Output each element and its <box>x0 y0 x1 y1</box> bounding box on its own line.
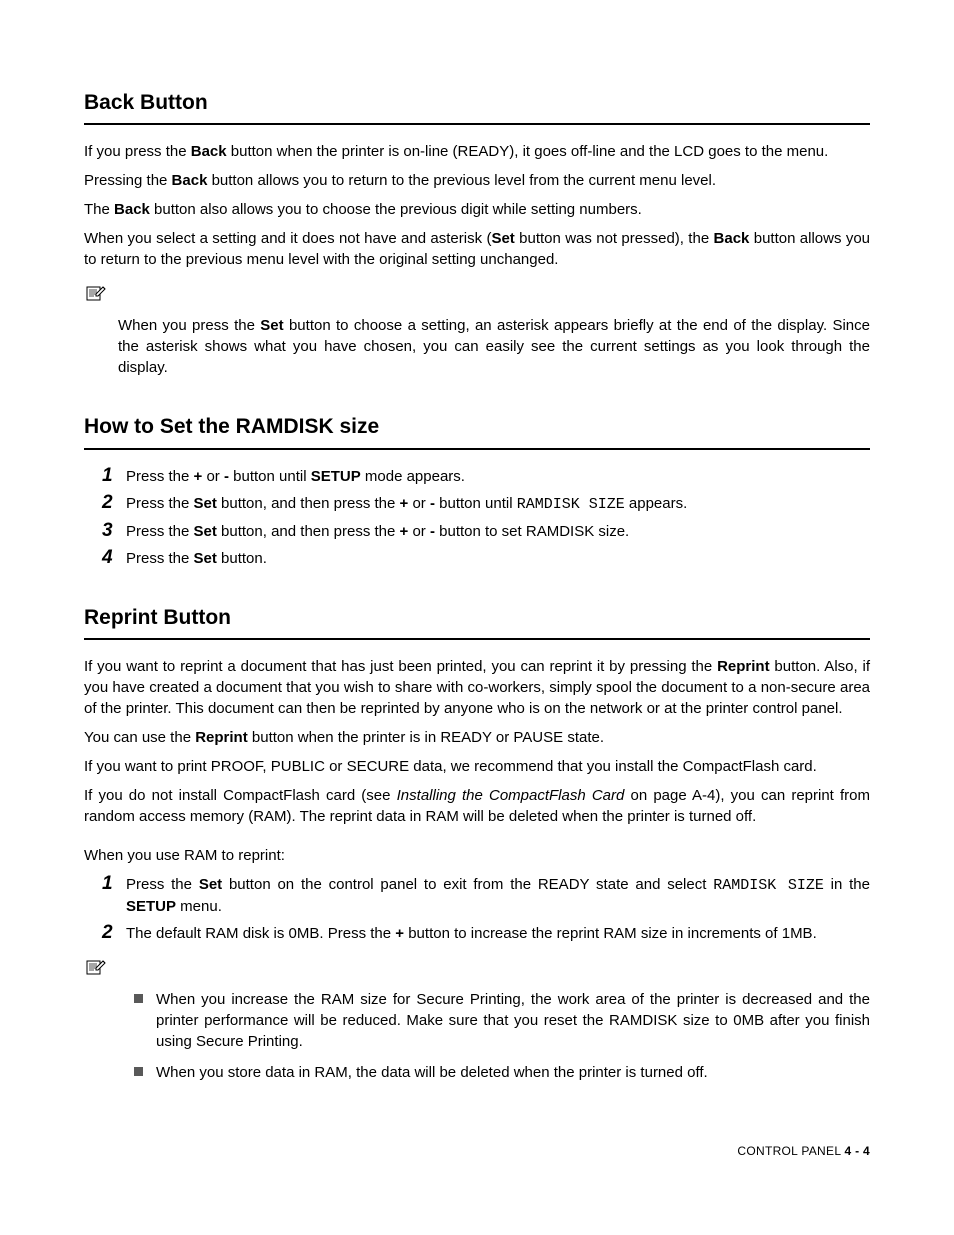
paragraph: If you want to reprint a document that h… <box>84 656 870 719</box>
footer-page: 4 - 4 <box>844 1144 870 1158</box>
text: Press the <box>126 495 194 512</box>
paragraph: If you press the Back button when the pr… <box>84 141 870 162</box>
bold-text: + <box>194 468 203 485</box>
list-item: 1 Press the + or - button until SETUP mo… <box>102 466 870 487</box>
paragraph: If you do not install CompactFlash card … <box>84 785 870 827</box>
text: Press the <box>126 468 194 485</box>
section-rule <box>84 638 870 640</box>
text: The <box>84 201 114 218</box>
section-title-reprint: Reprint Button <box>84 603 870 632</box>
section-title-ramdisk: How to Set the RAMDISK size <box>84 412 870 441</box>
note-icon <box>86 958 870 981</box>
text: If you do not install CompactFlash card … <box>84 787 397 804</box>
text: button to set RAMDISK size. <box>435 523 629 540</box>
mono-text: RAMDISK SIZE <box>713 877 824 894</box>
text: The default RAM disk is 0MB. Press the <box>126 925 395 942</box>
bold-text: Back <box>714 230 750 247</box>
section-rule <box>84 123 870 125</box>
bold-text: Reprint <box>195 729 248 746</box>
bullet-item: When you increase the RAM size for Secur… <box>134 989 870 1052</box>
text: button, and then press the <box>217 523 400 540</box>
step-number: 1 <box>102 463 113 490</box>
text: button was not pressed), the <box>515 230 714 247</box>
list-item: 3 Press the Set button, and then press t… <box>102 521 870 542</box>
ordered-list: 1 Press the + or - button until SETUP mo… <box>84 466 870 569</box>
note-block: When you increase the RAM size for Secur… <box>84 958 870 1083</box>
text: menu. <box>176 898 222 915</box>
list-item: 1 Press the Set button on the control pa… <box>102 874 870 917</box>
bold-text: SETUP <box>311 468 361 485</box>
text: or <box>202 468 224 485</box>
section-title-back: Back Button <box>84 88 870 117</box>
text: If you press the <box>84 143 191 160</box>
bullet-list: When you increase the RAM size for Secur… <box>84 989 870 1083</box>
text: button when the printer is on-line (READ… <box>227 143 829 160</box>
text: button allows you to return to the previ… <box>207 172 716 189</box>
page-footer: CONTROL PANEL 4 - 4 <box>84 1143 870 1160</box>
bold-text: SETUP <box>126 898 176 915</box>
text: in the <box>824 876 870 893</box>
text: button until <box>435 495 517 512</box>
step-number: 2 <box>102 920 113 947</box>
text: button, and then press the <box>217 495 400 512</box>
step-number: 2 <box>102 490 113 517</box>
step-number: 3 <box>102 518 113 545</box>
note-icon <box>86 284 870 307</box>
text: button also allows you to choose the pre… <box>150 201 642 218</box>
bold-text: Set <box>260 317 283 334</box>
bold-text: Set <box>491 230 514 247</box>
bold-text: Set <box>194 523 217 540</box>
text: Press the <box>126 550 194 567</box>
step-number: 1 <box>102 871 113 898</box>
list-item: 2 The default RAM disk is 0MB. Press the… <box>102 923 870 944</box>
text: If you want to reprint a document that h… <box>84 658 717 675</box>
text: Pressing the <box>84 172 172 189</box>
ordered-list: 1 Press the Set button on the control pa… <box>84 874 870 944</box>
list-item: 4 Press the Set button. <box>102 548 870 569</box>
paragraph: Pressing the Back button allows you to r… <box>84 170 870 191</box>
bold-text: Back <box>191 143 227 160</box>
paragraph: The Back button also allows you to choos… <box>84 199 870 220</box>
paragraph: When you use RAM to reprint: <box>84 845 870 866</box>
text: or <box>408 523 430 540</box>
note-body: When you press the Set button to choose … <box>84 315 870 378</box>
bold-text: Set <box>194 495 217 512</box>
bold-text: + <box>400 523 409 540</box>
bold-text: Set <box>194 550 217 567</box>
paragraph: When you select a setting and it does no… <box>84 228 870 270</box>
bold-text: + <box>400 495 409 512</box>
bold-text: + <box>395 925 404 942</box>
mono-text: RAMDISK SIZE <box>517 496 625 513</box>
text: appears. <box>625 495 688 512</box>
note-block: When you press the Set button to choose … <box>84 284 870 378</box>
text: Press the <box>126 523 194 540</box>
list-item: 2 Press the Set button, and then press t… <box>102 493 870 515</box>
text: button to increase the reprint RAM size … <box>404 925 817 942</box>
bold-text: Reprint <box>717 658 770 675</box>
bold-text: Back <box>114 201 150 218</box>
text: button on the control panel to exit from… <box>222 876 713 893</box>
bullet-item: When you store data in RAM, the data wil… <box>134 1062 870 1083</box>
text: You can use the <box>84 729 195 746</box>
text: When you select a setting and it does no… <box>84 230 491 247</box>
italic-text: Installing the CompactFlash Card <box>397 787 625 804</box>
text: button. <box>217 550 267 567</box>
text: mode appears. <box>361 468 465 485</box>
text: or <box>408 495 430 512</box>
step-number: 4 <box>102 545 113 572</box>
paragraph: If you want to print PROOF, PUBLIC or SE… <box>84 756 870 777</box>
text: button until <box>229 468 311 485</box>
footer-label: CONTROL PANEL <box>737 1144 844 1158</box>
text: button when the printer is in READY or P… <box>248 729 604 746</box>
bold-text: Set <box>199 876 222 893</box>
paragraph: You can use the Reprint button when the … <box>84 727 870 748</box>
bold-text: Back <box>172 172 208 189</box>
section-rule <box>84 448 870 450</box>
text: When you press the <box>118 317 260 334</box>
text: Press the <box>126 876 199 893</box>
